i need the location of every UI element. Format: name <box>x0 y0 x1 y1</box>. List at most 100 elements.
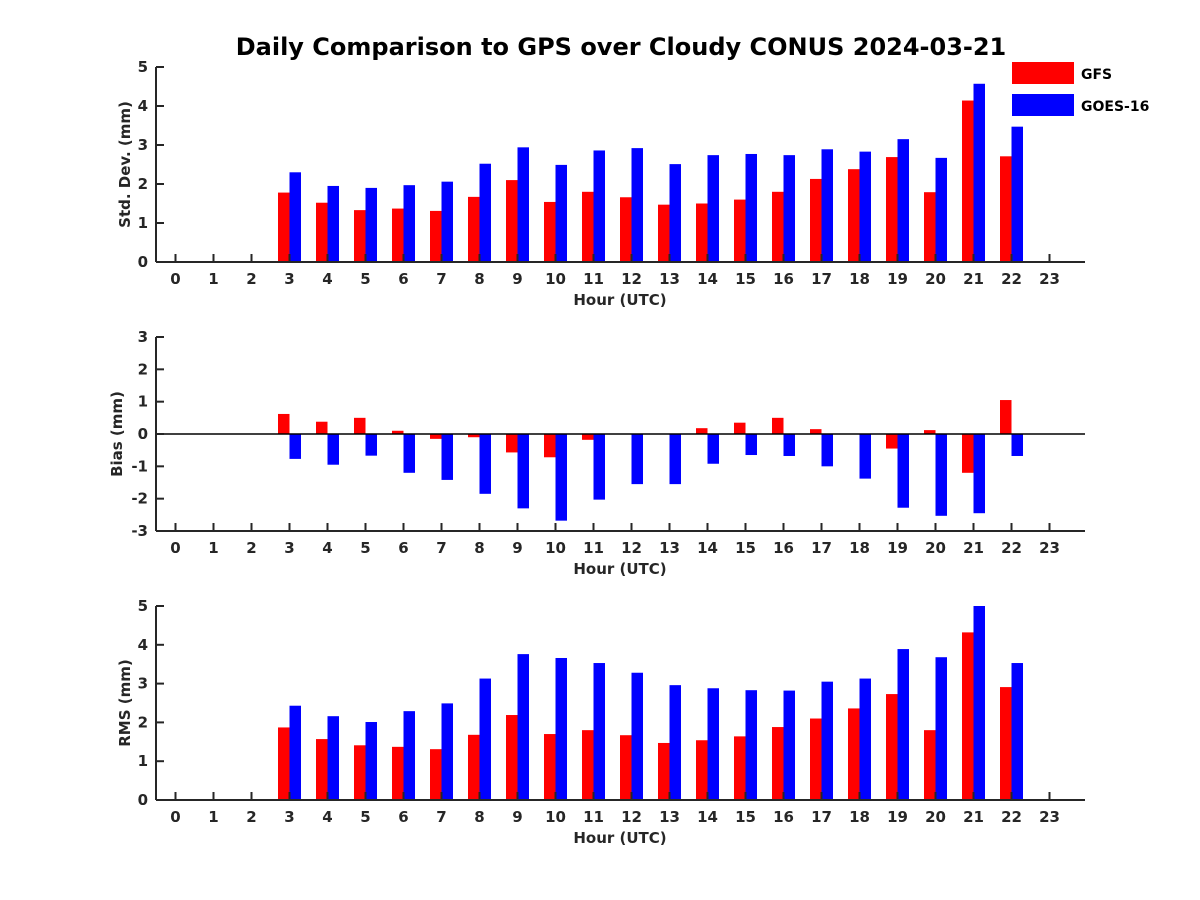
bias-bar-gfs-hour-14 <box>696 428 708 434</box>
rms-y-tick-label: 3 <box>138 675 148 693</box>
bias-x-tick-label: 7 <box>436 539 446 557</box>
std-dev-x-tick-label: 8 <box>474 270 484 288</box>
std-dev-bar-gfs-hour-21 <box>962 100 974 262</box>
std-dev-bar-gfs-hour-6 <box>392 208 404 262</box>
bias-bar-goes-16-hour-6 <box>403 434 415 473</box>
rms-bar-gfs-hour-11 <box>582 730 594 800</box>
bias-bar-goes-16-hour-10 <box>555 434 567 521</box>
rms-x-tick-label: 19 <box>887 808 908 826</box>
std-dev-x-tick-label: 4 <box>322 270 332 288</box>
std-dev-bar-goes-16-hour-12 <box>631 148 643 262</box>
bias-x-tick-label: 8 <box>474 539 484 557</box>
std-dev-y-tick-label: 2 <box>138 175 148 193</box>
bias-bar-goes-16-hour-3 <box>289 434 301 459</box>
bias-bar-gfs-hour-16 <box>772 417 784 434</box>
rms-x-tick-label: 6 <box>398 808 408 826</box>
rms-bar-goes-16-hour-7 <box>441 703 453 800</box>
bias-x-tick-label: 18 <box>849 539 870 557</box>
std-dev-bar-gfs-hour-16 <box>772 191 784 262</box>
std-dev-bar-gfs-hour-9 <box>506 180 518 262</box>
std-dev-bar-gfs-hour-15 <box>734 199 746 262</box>
std-dev-x-tick-label: 22 <box>1001 270 1022 288</box>
rms-y-tick-label: 0 <box>138 791 148 809</box>
rms-bar-goes-16-hour-15 <box>745 690 757 800</box>
rms-bar-gfs-hour-3 <box>278 727 290 800</box>
rms-bar-goes-16-hour-13 <box>669 685 681 800</box>
rms-x-tick-label: 15 <box>735 808 756 826</box>
rms-bar-goes-16-hour-19 <box>897 649 909 800</box>
bias-bar-goes-16-hour-19 <box>897 434 909 508</box>
bias-bar-goes-16-hour-20 <box>935 434 947 516</box>
bias-bar-goes-16-hour-22 <box>1011 434 1023 456</box>
bias-bar-goes-16-hour-14 <box>707 434 719 464</box>
bias-y-tick-label: 0 <box>138 425 148 443</box>
rms-bar-gfs-hour-5 <box>354 745 366 800</box>
bias-bar-goes-16-hour-15 <box>745 434 757 456</box>
rms-x-axis-label: Hour (UTC) <box>573 829 666 847</box>
std-dev-x-tick-label: 9 <box>512 270 522 288</box>
rms-bar-goes-16-hour-12 <box>631 672 643 800</box>
rms-x-tick-label: 1 <box>208 808 218 826</box>
bias-bar-goes-16-hour-16 <box>783 434 795 456</box>
bias-bar-gfs-hour-21 <box>962 434 974 473</box>
bias-bar-gfs-hour-4 <box>316 421 328 434</box>
bias-bar-gfs-hour-10 <box>544 434 556 458</box>
std-dev-x-axis-label: Hour (UTC) <box>573 291 666 309</box>
bias-bar-gfs-hour-17 <box>810 429 822 434</box>
bias-bar-goes-16-hour-8 <box>479 434 491 494</box>
std-dev-bar-gfs-hour-3 <box>278 192 290 262</box>
std-dev-bar-goes-16-hour-13 <box>669 164 681 262</box>
bias-x-tick-label: 23 <box>1039 539 1060 557</box>
rms-bar-goes-16-hour-10 <box>555 657 567 800</box>
std-dev-x-tick-label: 21 <box>963 270 984 288</box>
bias-bar-gfs-hour-3 <box>278 413 290 434</box>
rms-bar-gfs-hour-7 <box>430 749 442 800</box>
bias-y-axis-label: Bias (mm) <box>108 391 126 477</box>
std-dev-y-tick-label: 1 <box>138 214 148 232</box>
bias-y-tick-label: -1 <box>131 457 148 475</box>
bias-bar-gfs-hour-6 <box>392 430 404 434</box>
bias-x-tick-label: 20 <box>925 539 946 557</box>
rms-x-tick-label: 10 <box>545 808 566 826</box>
legend-swatch-gfs <box>1012 62 1074 84</box>
bias-bar-gfs-hour-8 <box>468 434 480 438</box>
rms-x-tick-label: 7 <box>436 808 446 826</box>
rms-x-tick-label: 20 <box>925 808 946 826</box>
std-dev-bar-gfs-hour-13 <box>658 204 670 262</box>
rms-x-tick-label: 3 <box>284 808 294 826</box>
std-dev-x-tick-label: 14 <box>697 270 718 288</box>
legend-label-goes-16: GOES-16 <box>1081 99 1149 115</box>
bias-x-tick-label: 1 <box>208 539 218 557</box>
rms-bar-gfs-hour-22 <box>1000 687 1012 800</box>
std-dev-bar-goes-16-hour-7 <box>441 181 453 262</box>
rms-y-tick-label: 5 <box>138 597 148 615</box>
std-dev-bar-goes-16-hour-19 <box>897 139 909 262</box>
rms-bar-goes-16-hour-14 <box>707 688 719 800</box>
bias-y-tick-label: 1 <box>138 393 148 411</box>
rms-x-tick-label: 4 <box>322 808 332 826</box>
std-dev-x-tick-label: 7 <box>436 270 446 288</box>
bias-x-tick-label: 13 <box>659 539 680 557</box>
std-dev-y-tick-label: 3 <box>138 136 148 154</box>
rms-bar-goes-16-hour-4 <box>327 716 339 800</box>
std-dev-bar-gfs-hour-11 <box>582 191 594 262</box>
std-dev-bar-gfs-hour-12 <box>620 197 632 262</box>
bias-x-tick-label: 9 <box>512 539 522 557</box>
rms-bar-goes-16-hour-20 <box>935 657 947 800</box>
bias-y-tick-label: 3 <box>138 328 148 346</box>
rms-bar-gfs-hour-15 <box>734 736 746 800</box>
std-dev-x-tick-label: 5 <box>360 270 370 288</box>
bias-y-tick-label: 2 <box>138 360 148 378</box>
bias-bar-gfs-hour-7 <box>430 434 442 439</box>
rms-x-tick-label: 9 <box>512 808 522 826</box>
rms-bar-gfs-hour-10 <box>544 734 556 800</box>
std-dev-bar-gfs-hour-14 <box>696 203 708 262</box>
bias-x-tick-label: 2 <box>246 539 256 557</box>
std-dev-y-tick-label: 0 <box>138 253 148 271</box>
std-dev-bar-gfs-hour-8 <box>468 196 480 262</box>
std-dev-x-tick-label: 0 <box>170 270 180 288</box>
std-dev-x-tick-label: 2 <box>246 270 256 288</box>
std-dev-x-tick-label: 18 <box>849 270 870 288</box>
bias-bar-goes-16-hour-9 <box>517 434 529 509</box>
